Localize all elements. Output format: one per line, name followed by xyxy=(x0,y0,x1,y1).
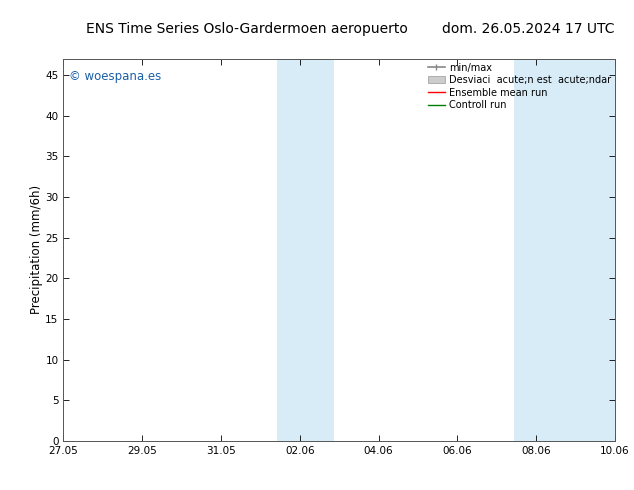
Bar xyxy=(277,59,333,441)
Text: © woespana.es: © woespana.es xyxy=(69,70,161,83)
Bar xyxy=(514,59,615,441)
Text: dom. 26.05.2024 17 UTC: dom. 26.05.2024 17 UTC xyxy=(443,22,615,36)
Legend: min/max, Desviaci  acute;n est  acute;ndar, Ensemble mean run, Controll run: min/max, Desviaci acute;n est acute;ndar… xyxy=(425,61,613,112)
Y-axis label: Precipitation (mm/6h): Precipitation (mm/6h) xyxy=(30,185,42,315)
Text: ENS Time Series Oslo-Gardermoen aeropuerto: ENS Time Series Oslo-Gardermoen aeropuer… xyxy=(86,22,408,36)
